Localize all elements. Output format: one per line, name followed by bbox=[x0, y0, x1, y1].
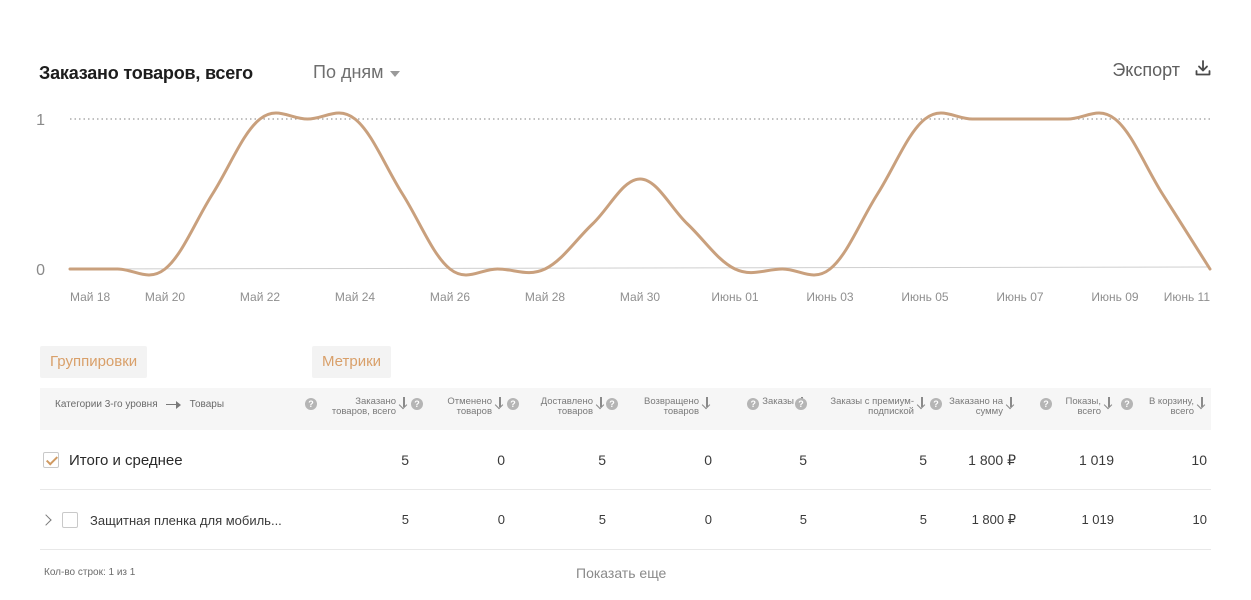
row-label-group: Защитная пленка для мобиль... bbox=[40, 490, 282, 550]
table-cell: 5 bbox=[919, 452, 927, 468]
table-cell: 5 bbox=[598, 452, 606, 468]
column-header[interactable]: ? Показы, всего bbox=[1040, 397, 1114, 423]
help-icon[interactable]: ? bbox=[507, 398, 519, 410]
table-cell: 5 bbox=[799, 452, 807, 468]
help-icon[interactable]: ? bbox=[1040, 398, 1052, 410]
chart-header: Заказано товаров, всего По дням Экспорт bbox=[39, 58, 1214, 90]
table-cell: 0 bbox=[497, 452, 505, 468]
table-tabs: Группировки Метрики bbox=[40, 346, 420, 378]
table-cell: 1 800 ₽ bbox=[971, 512, 1016, 527]
x-tick-label: Июнь 01 bbox=[711, 290, 759, 304]
x-tick-label: Май 20 bbox=[145, 290, 186, 304]
table-cell: 5 bbox=[598, 512, 606, 527]
table-cell: 1 019 bbox=[1078, 452, 1114, 468]
table-header: Категории 3-го уровня Товары ? Заказано т… bbox=[40, 388, 1211, 430]
column-header[interactable]: ? Возвращено товаров bbox=[606, 397, 712, 423]
column-label: Заказано товаров, всего bbox=[331, 396, 396, 417]
sort-down-icon[interactable] bbox=[1006, 397, 1016, 409]
row-checkbox[interactable] bbox=[43, 452, 59, 468]
chart-title: Заказано товаров, всего bbox=[39, 63, 253, 83]
x-tick-label: Июнь 03 bbox=[806, 290, 854, 304]
help-icon[interactable]: ? bbox=[747, 398, 760, 410]
sort-down-icon[interactable] bbox=[596, 397, 606, 409]
sort-down-icon[interactable] bbox=[1197, 397, 1207, 409]
table-cell: 10 bbox=[1191, 452, 1207, 468]
x-tick-label: Июнь 05 bbox=[901, 290, 949, 304]
sort-down-icon[interactable] bbox=[917, 397, 927, 409]
row-label: Итого и среднее bbox=[69, 451, 183, 469]
help-icon[interactable]: ? bbox=[795, 398, 807, 410]
table-cell: 0 bbox=[497, 512, 505, 527]
metrics-table: Категории 3-го уровня Товары ? Заказано т… bbox=[40, 388, 1211, 550]
x-tick-label: Июнь 09 bbox=[1091, 290, 1139, 304]
column-header[interactable]: ? Доставлено товаров bbox=[507, 397, 606, 423]
x-tick-label: Май 26 bbox=[430, 290, 471, 304]
x-tick-label: Май 22 bbox=[240, 290, 281, 304]
column-label: В корзину, всего bbox=[1148, 396, 1194, 417]
column-header[interactable]: ? Заказано товаров, всего bbox=[305, 397, 409, 423]
breadcrumb-to: Товары bbox=[189, 399, 225, 410]
total-row: Итого и среднее 5 0 5 0 5 5 1 800 ₽ 1 019 10 bbox=[40, 430, 1211, 490]
x-tick-label: Июнь 11 bbox=[1164, 290, 1211, 304]
breadcrumb-from: Категории 3-го уровня bbox=[55, 399, 158, 410]
column-header[interactable]: ? В корзину, всего bbox=[1121, 397, 1207, 423]
period-select-label: По дням bbox=[313, 62, 384, 82]
baseline bbox=[69, 266, 1211, 270]
x-tick-label: Июнь 07 bbox=[996, 290, 1044, 304]
table-cell: 10 bbox=[1192, 512, 1207, 527]
table-cell: 1 800 ₽ bbox=[968, 452, 1016, 468]
column-header[interactable]: ? Отменено товаров bbox=[411, 397, 505, 423]
column-label: Заказано на сумму bbox=[949, 396, 1003, 417]
download-icon bbox=[1194, 59, 1212, 82]
row-label-group: Итого и среднее bbox=[43, 430, 183, 490]
column-label: Отменено товаров bbox=[447, 396, 492, 417]
table-cell: 1 019 bbox=[1081, 512, 1114, 527]
export-label: Экспорт bbox=[1112, 60, 1180, 80]
grouping-breadcrumb: Категории 3-го уровня Товары bbox=[55, 399, 224, 410]
x-tick-label: Май 18 bbox=[70, 290, 111, 304]
sort-down-icon[interactable] bbox=[702, 397, 712, 409]
table-cell: 5 bbox=[401, 452, 409, 468]
column-label: Доставлено товаров bbox=[540, 396, 593, 417]
row-label: Защитная пленка для мобиль... bbox=[90, 512, 282, 528]
table-cell: 5 bbox=[799, 512, 807, 527]
sort-down-icon[interactable] bbox=[1104, 397, 1114, 409]
tab-metrics[interactable]: Метрики bbox=[312, 346, 392, 378]
sort-down-icon[interactable] bbox=[399, 397, 409, 409]
export-button[interactable]: Экспорт bbox=[1112, 59, 1212, 82]
column-label: Заказы с премиум-подпиской bbox=[830, 396, 914, 417]
help-icon[interactable]: ? bbox=[1121, 398, 1133, 410]
series-line bbox=[68, 111, 1212, 277]
chart-svg: 0 1 Май 18 Май 20 Май 22 Май 24 Май 26 Май 28 Ма… bbox=[36, 111, 1212, 304]
x-tick-label: Май 28 bbox=[525, 290, 566, 304]
help-icon[interactable]: ? bbox=[606, 398, 618, 410]
table-cell: 0 bbox=[704, 512, 712, 527]
table-cell: 0 bbox=[704, 452, 712, 468]
help-icon[interactable]: ? bbox=[930, 398, 942, 410]
column-label: Показы, всего bbox=[1065, 396, 1101, 417]
caret-down-icon bbox=[389, 70, 400, 77]
help-icon[interactable]: ? bbox=[305, 398, 317, 410]
expand-chevron-icon[interactable] bbox=[40, 514, 52, 526]
row-count: Кол-во строк: 1 из 1 bbox=[44, 567, 136, 578]
table-cell: 5 bbox=[919, 512, 927, 527]
x-tick-label: Май 24 bbox=[335, 290, 376, 304]
y-tick-label: 0 bbox=[36, 262, 45, 279]
column-header[interactable]: ? Заказано на сумму bbox=[930, 397, 1016, 423]
tab-groupings[interactable]: Группировки bbox=[40, 346, 148, 378]
orders-line-chart: 0 1 Май 18 Май 20 Май 22 Май 24 Май 26 Май 28 Ма… bbox=[0, 100, 1251, 315]
column-label: Возвращено товаров bbox=[643, 396, 699, 417]
period-select[interactable]: По дням bbox=[313, 62, 400, 83]
column-header[interactable]: ? Заказы с премиум-подпиской bbox=[795, 397, 927, 423]
y-tick-label: 1 bbox=[36, 112, 45, 129]
arrow-right-icon bbox=[165, 400, 182, 409]
sort-down-icon[interactable] bbox=[495, 397, 505, 409]
table-row: Защитная пленка для мобиль... 5 0 5 0 5 5 1 800… bbox=[40, 490, 1211, 550]
show-more-button[interactable]: Показать еще bbox=[576, 565, 667, 581]
x-tick-label: Май 30 bbox=[620, 290, 661, 304]
help-icon[interactable]: ? bbox=[411, 398, 423, 410]
column-label: Заказы bbox=[762, 396, 794, 407]
row-checkbox[interactable] bbox=[62, 512, 78, 528]
table-cell: 5 bbox=[401, 512, 409, 527]
